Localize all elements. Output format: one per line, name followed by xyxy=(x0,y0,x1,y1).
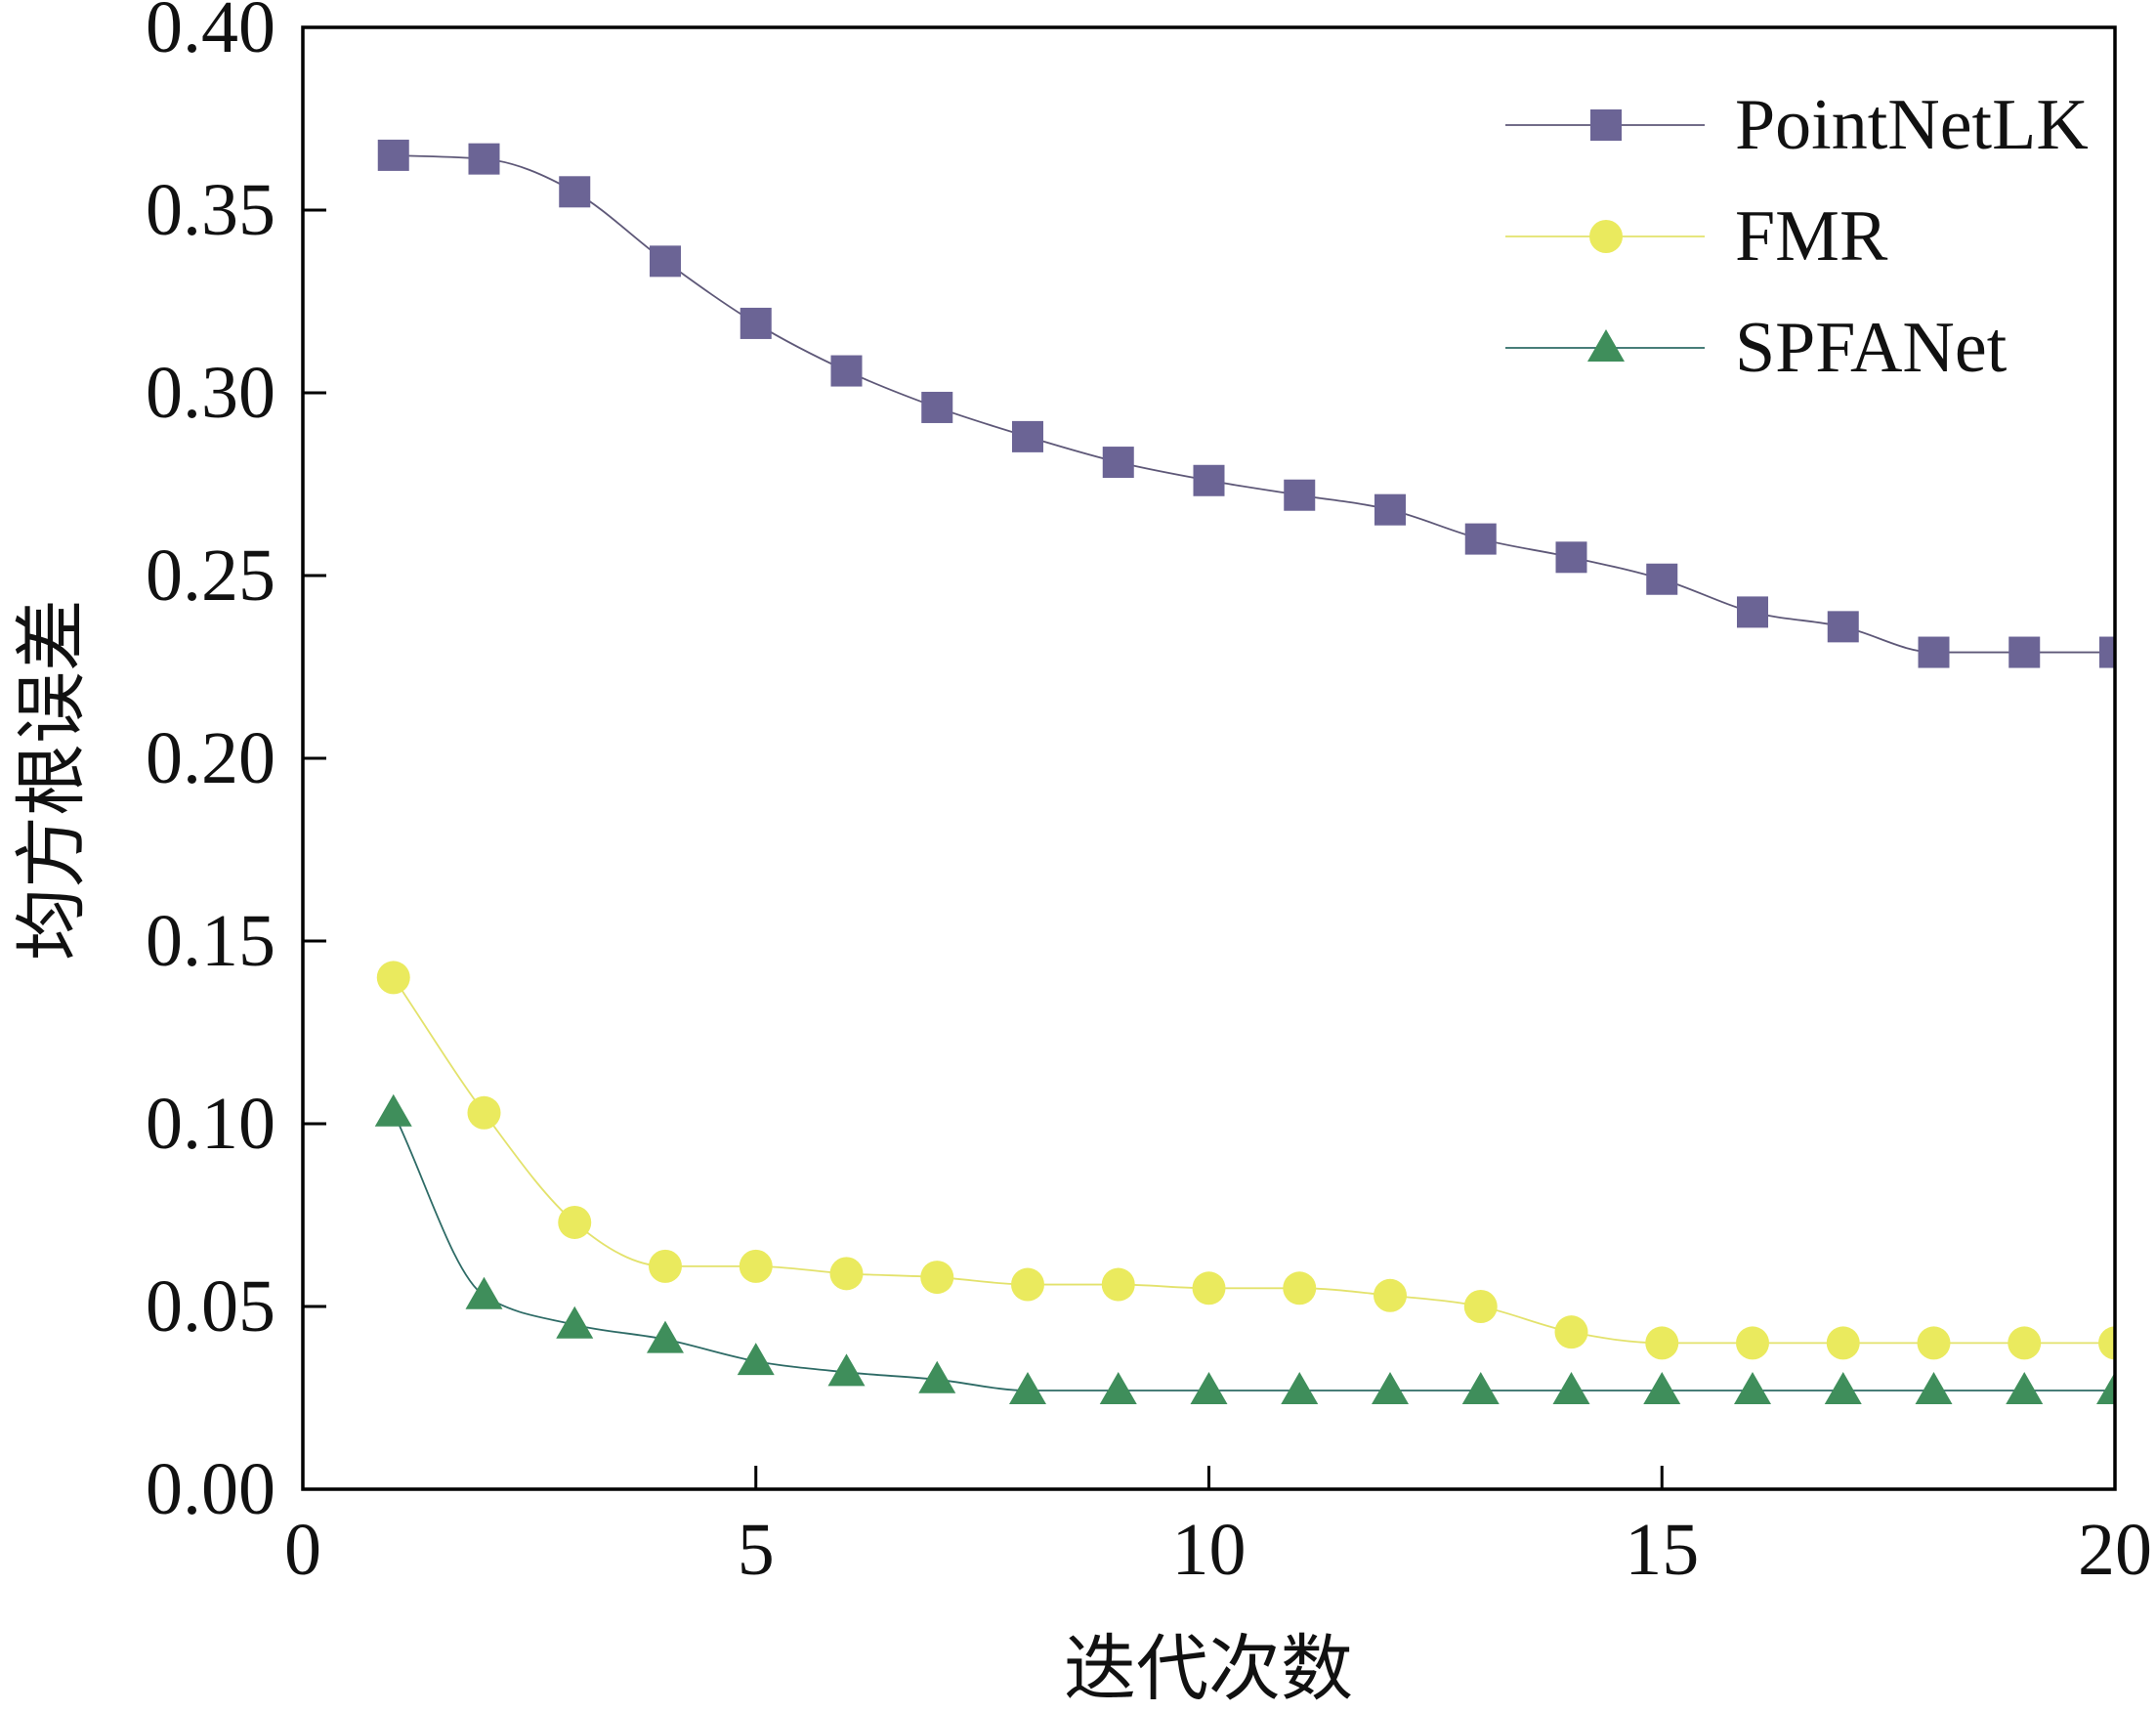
fmr-point-18 xyxy=(1917,1326,1951,1360)
legend-label: SPFANet xyxy=(1735,308,2008,388)
fmr-point-13 xyxy=(1463,1290,1498,1323)
spfanet-point-12 xyxy=(1372,1372,1409,1405)
pointnetlk-point-10 xyxy=(1193,464,1225,496)
pointnetlk-point-13 xyxy=(1464,523,1497,555)
y-tick-label: 0.20 xyxy=(146,717,275,799)
pointnetlk-point-2 xyxy=(468,143,500,175)
x-axis-title: 迭代次数 xyxy=(1064,1630,1353,1710)
pointnetlk-point-19 xyxy=(2008,636,2041,668)
y-tick-label: 0.15 xyxy=(146,900,275,982)
fmr-point-19 xyxy=(2008,1326,2042,1360)
fmr-point-10 xyxy=(1192,1271,1226,1305)
pointnetlk-point-11 xyxy=(1284,479,1316,511)
fmr-point-8 xyxy=(1011,1267,1044,1302)
pointnetlk-point-18 xyxy=(1918,636,1950,668)
spfanet-point-4 xyxy=(647,1320,684,1353)
y-tick-label: 0.35 xyxy=(146,169,275,251)
pointnetlk-point-4 xyxy=(650,245,681,278)
series-pointnetlk xyxy=(377,139,2115,668)
x-tick-label: 15 xyxy=(1625,1509,1699,1591)
legend-label: PointNetLK xyxy=(1735,85,2089,165)
series-layer xyxy=(374,139,2115,1405)
spfanet-point-7 xyxy=(918,1360,956,1393)
legend-marker xyxy=(1590,109,1622,141)
spfanet-point-10 xyxy=(1190,1372,1228,1405)
y-tick-label: 0.05 xyxy=(146,1265,275,1348)
fmr-point-12 xyxy=(1374,1278,1407,1312)
series-fmr xyxy=(376,961,2115,1360)
fmr-point-1 xyxy=(376,961,410,995)
fmr-point-6 xyxy=(829,1257,864,1291)
y-tick-label: 0.25 xyxy=(146,535,275,617)
fmr-point-4 xyxy=(649,1249,682,1283)
pointnetlk-point-3 xyxy=(559,176,591,208)
fmr-point-9 xyxy=(1101,1267,1135,1302)
spfanet-point-11 xyxy=(1281,1372,1319,1405)
y-tick-label: 0.10 xyxy=(146,1083,275,1165)
y-axis-title: 均方根误差 xyxy=(13,599,93,961)
pointnetlk-point-7 xyxy=(921,391,953,423)
fmr-point-20 xyxy=(2098,1326,2115,1360)
y-tick-label: 0.00 xyxy=(146,1448,275,1530)
pointnetlk-point-6 xyxy=(830,355,863,387)
pointnetlk-point-1 xyxy=(377,139,409,171)
spfanet-point-14 xyxy=(1552,1372,1590,1405)
spfanet-point-18 xyxy=(1915,1372,1953,1405)
spfanet-point-19 xyxy=(2006,1372,2044,1405)
spfanet-point-5 xyxy=(737,1343,775,1376)
series-spfanet xyxy=(374,1093,2115,1405)
x-tick-label: 5 xyxy=(738,1509,775,1591)
fmr-point-16 xyxy=(1736,1326,1769,1360)
x-tick-label: 20 xyxy=(2078,1509,2152,1591)
spfanet-point-2 xyxy=(465,1276,503,1309)
fmr-point-3 xyxy=(558,1205,592,1239)
spfanet-point-1 xyxy=(374,1093,412,1127)
legend-item-fmr: FMR xyxy=(1505,196,1888,277)
axis-ticks: 0.00 0.05 0.10 0.15 0.20 0.25 0.30 0.35 0.40 0 5 10… xyxy=(146,0,2152,1591)
y-tick-label: 0.40 xyxy=(146,0,275,68)
spfanet-point-8 xyxy=(1009,1372,1046,1405)
fmr-line xyxy=(393,976,2115,1345)
pointnetlk-point-12 xyxy=(1374,493,1406,526)
legend-marker xyxy=(1589,220,1623,253)
spfanet-point-6 xyxy=(827,1353,866,1387)
x-tick-label: 10 xyxy=(1172,1509,1247,1591)
spfanet-point-3 xyxy=(556,1305,594,1339)
spfanet-point-20 xyxy=(2096,1372,2115,1405)
legend-marker xyxy=(1587,329,1625,362)
pointnetlk-point-8 xyxy=(1012,420,1043,452)
fmr-point-7 xyxy=(920,1261,954,1295)
pointnetlk-point-14 xyxy=(1555,541,1587,574)
fmr-point-11 xyxy=(1283,1271,1317,1305)
spfanet-point-15 xyxy=(1643,1372,1681,1405)
spfanet-point-13 xyxy=(1461,1372,1500,1405)
legend-item-pointnetlk: PointNetLK xyxy=(1505,85,2089,165)
pointnetlk-point-15 xyxy=(1646,563,1678,595)
spfanet-point-17 xyxy=(1824,1372,1862,1405)
pointnetlk-point-17 xyxy=(1827,611,1859,643)
pointnetlk-point-5 xyxy=(740,307,772,339)
pointnetlk-point-9 xyxy=(1102,447,1134,479)
pointnetlk-point-20 xyxy=(2099,636,2115,668)
legend-item-spfanet: SPFANet xyxy=(1505,308,2008,388)
x-tick-label: 0 xyxy=(284,1509,321,1591)
fmr-point-17 xyxy=(1826,1326,1860,1360)
spfanet-line xyxy=(392,1112,2115,1391)
legend: PointNetLK FMR SPFANet xyxy=(1505,85,2089,388)
fmr-point-5 xyxy=(739,1249,773,1283)
legend-label: FMR xyxy=(1735,196,1888,277)
spfanet-point-16 xyxy=(1734,1372,1771,1405)
fmr-point-2 xyxy=(467,1095,501,1130)
fmr-point-15 xyxy=(1645,1326,1679,1360)
spfanet-point-9 xyxy=(1099,1372,1137,1405)
y-tick-label: 0.30 xyxy=(146,352,275,434)
pointnetlk-point-16 xyxy=(1737,596,1768,628)
fmr-point-14 xyxy=(1554,1315,1588,1349)
